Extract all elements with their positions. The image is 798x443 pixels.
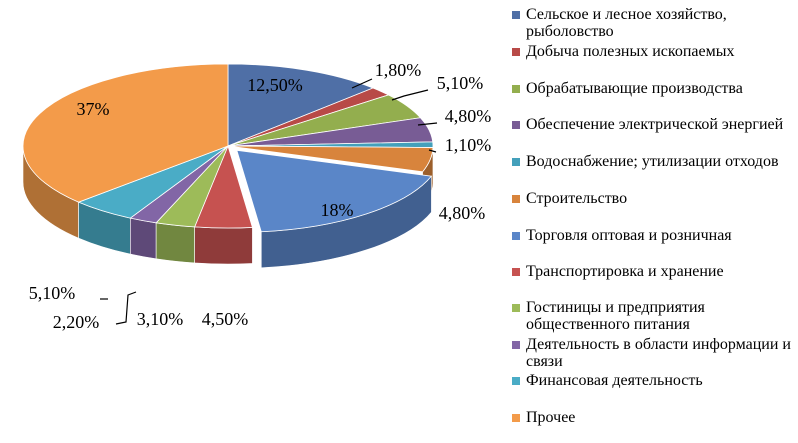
data-label: 5,10%	[437, 73, 484, 93]
legend-label: Гостиницы и предприятия общественного пи…	[526, 299, 705, 333]
legend-label: Деятельность в области информации и связ…	[526, 336, 791, 370]
pie-slice-side	[130, 217, 157, 260]
data-label: 12,50%	[247, 75, 303, 95]
legend-swatch	[512, 158, 520, 166]
legend-swatch	[512, 232, 520, 240]
pie-slice	[236, 149, 433, 233]
data-label: 37%	[77, 99, 110, 119]
leader-line	[351, 78, 373, 89]
legend-label: Строительство	[526, 190, 628, 207]
data-label: 18%	[321, 200, 354, 220]
leader-lines	[100, 78, 438, 325]
legend-label: Обрабатывающие производства	[526, 80, 743, 97]
legend-swatch	[512, 195, 520, 203]
legend-item: Сельское и лесное хозяйство, рыболовство	[512, 6, 798, 40]
legend-item: Деятельность в области информации и связ…	[512, 336, 798, 370]
leader-line	[417, 122, 438, 126]
pie-slice-side	[155, 222, 195, 264]
leader-line	[391, 89, 429, 101]
pie-tops	[22, 63, 434, 233]
legend-label: Сельское и лесное хозяйство, рыболовство	[526, 6, 727, 40]
pie-slice	[227, 145, 434, 173]
pie-sides	[22, 145, 434, 269]
pie-slice	[22, 63, 229, 203]
legend-label: Водоснабжение; утилизации отходов	[526, 153, 779, 170]
data-label: 1,80%	[375, 60, 422, 80]
legend-item: Добыча полезных ископаемых	[512, 43, 798, 60]
data-label: 4,80%	[439, 203, 486, 223]
data-label: 3,10%	[137, 309, 184, 329]
leader-line	[115, 291, 137, 325]
legend-swatch	[512, 121, 520, 129]
legend-swatch	[512, 341, 520, 349]
legend-swatch	[512, 11, 520, 19]
data-label: 5,10%	[29, 283, 76, 303]
legend-label: Обеспечение электрической энергией	[526, 116, 784, 133]
data-labels: 12,50% 1,80% 5,10% 4,80% 1,10% 4,80% 18% 4,50% 3…	[29, 60, 492, 332]
data-label: 4,50%	[202, 309, 249, 329]
legend-label: Добыча полезных ископаемых	[526, 43, 735, 60]
legend-item: Финансовая деятельность	[512, 372, 798, 389]
legend-label: Торговля оптовая и розничная	[526, 227, 732, 244]
legend-item: Водоснабжение; утилизации отходов	[512, 153, 798, 170]
legend-swatch	[512, 268, 520, 276]
legend-item: Торговля оптовая и розничная	[512, 227, 798, 244]
legend-item: Транспортировка и хранение	[512, 263, 798, 280]
legend-swatch	[512, 85, 520, 93]
data-label: 2,20%	[53, 312, 100, 332]
legend-swatch	[512, 304, 520, 312]
pie-slice	[227, 63, 375, 147]
legend-item: Обеспечение электрической энергией	[512, 116, 798, 133]
legend-swatch	[512, 48, 520, 56]
legend-label: Прочее	[526, 409, 576, 426]
legend-item: Обрабатывающие производства	[512, 80, 798, 97]
leader-line	[428, 149, 437, 153]
legend-item: Гостиницы и предприятия общественного пи…	[512, 299, 798, 333]
pie-slice-side	[194, 226, 253, 265]
legend-swatch	[512, 414, 520, 422]
legend-label: Транспортировка и хранение	[526, 263, 724, 280]
legend-item: Строительство	[512, 190, 798, 207]
data-label: 4,80%	[445, 106, 492, 126]
data-label: 1,10%	[445, 135, 492, 155]
legend-label: Финансовая деятельность	[526, 372, 703, 389]
legend-item: Прочее	[512, 409, 798, 426]
legend-swatch	[512, 377, 520, 385]
